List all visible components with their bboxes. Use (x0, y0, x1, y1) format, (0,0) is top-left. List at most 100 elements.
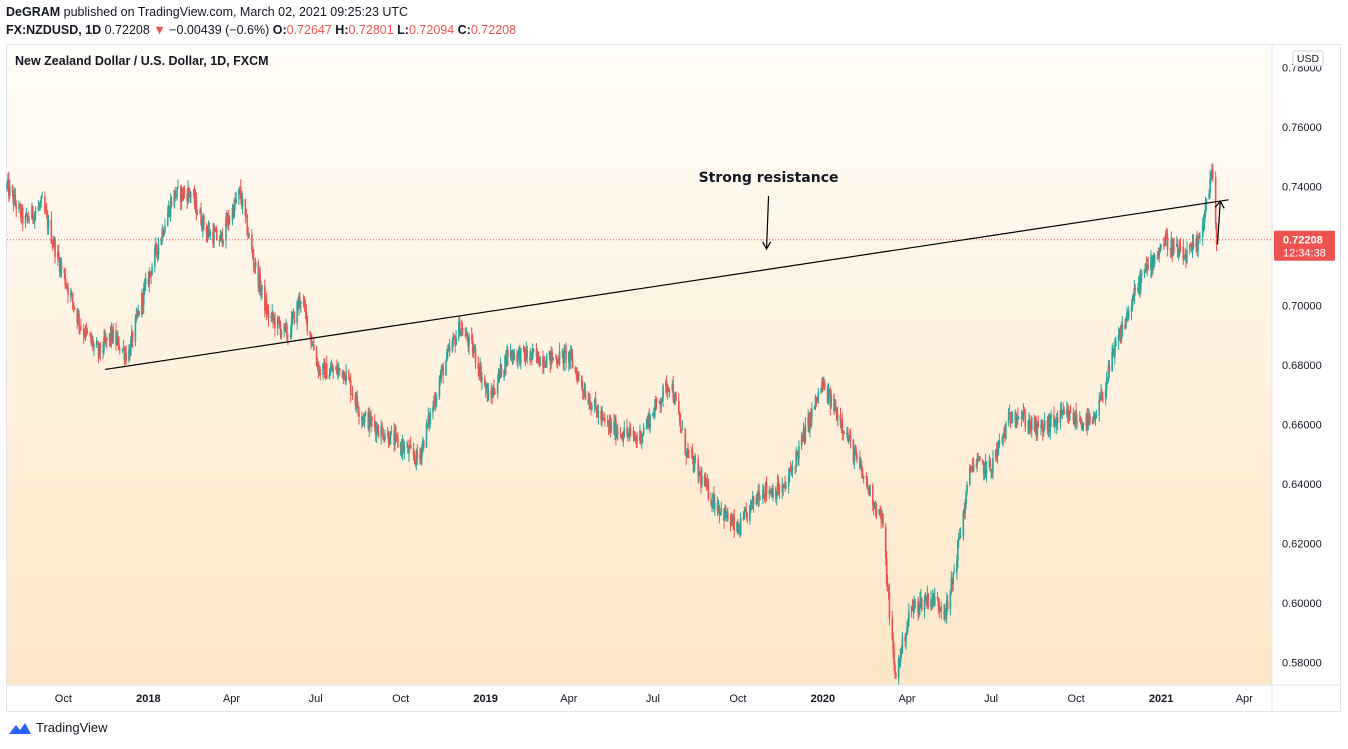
candle-body (44, 196, 46, 212)
plot-area[interactable] (7, 45, 1272, 685)
candle-body (849, 435, 852, 440)
breakout-arrow-shaft[interactable] (1216, 201, 1221, 245)
candle-body (836, 414, 839, 421)
candle-body (852, 439, 855, 462)
price-axis[interactable]: 0.780000.760000.740000.700000.680000.660… (1282, 62, 1322, 669)
candle-body (642, 427, 645, 434)
candle-body (403, 446, 406, 451)
candle-body (983, 462, 986, 475)
candle-body (245, 215, 248, 217)
candle-body (994, 450, 997, 458)
candle-body (148, 271, 151, 285)
candle-body (77, 314, 79, 323)
candle-body (789, 469, 792, 471)
candle-body (134, 318, 137, 342)
candle-body (945, 609, 947, 616)
candle-body (363, 414, 366, 423)
candle-body (537, 351, 540, 364)
candle-body (597, 410, 600, 418)
candle-body (497, 371, 500, 383)
candle-body (681, 428, 684, 430)
candle-body (512, 352, 515, 360)
footer-brand[interactable]: TradingView (36, 720, 108, 735)
candle-body (898, 658, 901, 664)
candle-body (85, 327, 88, 331)
candle-body (399, 444, 402, 448)
candle-body (957, 537, 960, 540)
candle-body (900, 648, 903, 654)
time-axis[interactable]: Oct 2018 Apr Jul Oct 2019 Apr Jul Oct 2020 Apr Jul O… (55, 693, 1253, 705)
candle-body (607, 422, 610, 427)
candle-body (574, 367, 577, 370)
candle-body (706, 482, 709, 486)
candle-body (1130, 307, 1133, 312)
candle-body (622, 437, 625, 440)
resistance-trendline[interactable] (104, 199, 1229, 371)
candle-body (1105, 380, 1108, 390)
candle-body (778, 492, 781, 494)
candle-body (811, 409, 813, 420)
candle-body (225, 217, 227, 241)
author-name[interactable]: DeGRAM (6, 5, 61, 19)
candle-body (428, 415, 431, 424)
candle-body (744, 509, 747, 512)
candle-body (826, 388, 829, 403)
candle-body (446, 351, 448, 362)
candle-body (130, 339, 132, 356)
candle-body (83, 335, 86, 337)
candle-body (636, 440, 638, 442)
candle-body (1005, 423, 1007, 439)
candle-body (173, 190, 176, 207)
candle-body (833, 395, 835, 412)
candle-body (355, 395, 358, 405)
candle-body (770, 489, 772, 494)
candle-body (582, 390, 585, 395)
candle-body (306, 315, 309, 332)
candle-body (939, 607, 942, 610)
candle-body (1173, 246, 1175, 248)
candle-body (422, 440, 425, 448)
candle-body (814, 397, 817, 406)
candle-body (765, 483, 768, 494)
candle-body (24, 215, 27, 224)
candle-body (208, 228, 211, 237)
candle-body (434, 400, 437, 406)
candle-body (138, 310, 140, 316)
candle-body (170, 200, 173, 207)
candle-body (628, 432, 630, 436)
candle-body (1073, 420, 1076, 425)
candle-body (1198, 237, 1200, 239)
candle-body (927, 593, 930, 607)
candle-body (239, 187, 241, 190)
candle-body (234, 199, 237, 203)
candle-body (226, 217, 228, 226)
candle-body (207, 228, 210, 233)
candle-body (839, 414, 842, 426)
candle-body (912, 606, 915, 610)
candle-body (213, 230, 215, 244)
candle-body (161, 229, 164, 239)
candle-body (1172, 246, 1174, 256)
candle-body (951, 578, 954, 585)
candle-body (284, 323, 286, 327)
candle-body (953, 572, 955, 574)
candle-body (312, 344, 314, 346)
candle-body (545, 356, 548, 368)
candle-body (1112, 349, 1114, 352)
candle-body (628, 429, 631, 433)
candle-body (280, 331, 283, 336)
candle-body (610, 421, 613, 431)
candle-body (593, 399, 596, 406)
symbol-label[interactable]: FX:NZDUSD, 1D (6, 23, 102, 37)
candle-body (109, 333, 112, 341)
candle-body (783, 483, 785, 488)
annotation-label[interactable]: Strong resistance (699, 170, 839, 186)
candle-body (452, 336, 455, 342)
candle-body (762, 490, 765, 497)
candle-body (71, 293, 74, 303)
candle-body (486, 386, 489, 401)
currency-badge[interactable]: USD (1292, 50, 1324, 67)
candle-body (981, 460, 984, 464)
candle-body (713, 493, 715, 509)
